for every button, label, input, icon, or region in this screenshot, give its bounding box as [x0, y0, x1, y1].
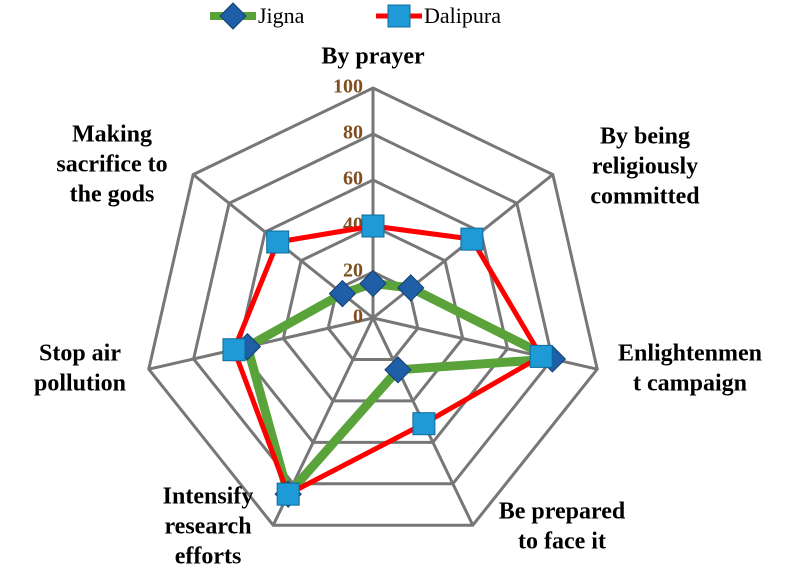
- category-label: Intensify: [163, 484, 254, 510]
- category-label: Stop air: [39, 341, 121, 367]
- data-point: [361, 214, 385, 238]
- tick-label: 60: [343, 168, 363, 190]
- tick-label: 20: [343, 260, 363, 282]
- category-label: the gods: [70, 182, 155, 208]
- category-label: committed: [590, 184, 700, 210]
- category-label: Enlightenmen: [618, 341, 762, 367]
- data-point: [328, 279, 357, 308]
- data-point: [222, 338, 246, 362]
- tick-label: 100: [333, 76, 363, 98]
- category-label: pollution: [34, 371, 126, 397]
- legend-marker: [387, 4, 411, 28]
- data-point: [276, 482, 300, 506]
- series-line: [242, 279, 557, 499]
- grid-ring: [147, 86, 599, 527]
- data-point: [460, 227, 484, 251]
- data-point: [412, 412, 436, 436]
- tick-label: 80: [343, 122, 363, 144]
- category-label: sacrifice to: [56, 152, 167, 178]
- data-point: [266, 230, 290, 254]
- grid-ring: [236, 178, 510, 444]
- legend-label: Dalipura: [424, 3, 501, 28]
- data-point: [384, 356, 412, 384]
- series-line: [231, 223, 544, 497]
- category-label: Be prepared: [499, 499, 626, 525]
- data-point: [529, 344, 553, 368]
- category-label: By prayer: [321, 44, 425, 70]
- data-point: [359, 269, 387, 298]
- category-label: religiously: [592, 154, 698, 180]
- category-label: By being: [600, 124, 690, 150]
- category-label: Making: [72, 122, 152, 148]
- tick-label: 0: [353, 306, 363, 328]
- category-label: to face it: [518, 529, 606, 555]
- category-label: t campaign: [633, 371, 747, 397]
- category-label: efforts: [175, 544, 242, 570]
- category-label: research: [164, 514, 251, 540]
- legend-label: Jigna: [258, 3, 305, 28]
- grid-ring: [191, 132, 555, 486]
- legend-marker: [219, 2, 247, 30]
- data-point: [397, 274, 425, 302]
